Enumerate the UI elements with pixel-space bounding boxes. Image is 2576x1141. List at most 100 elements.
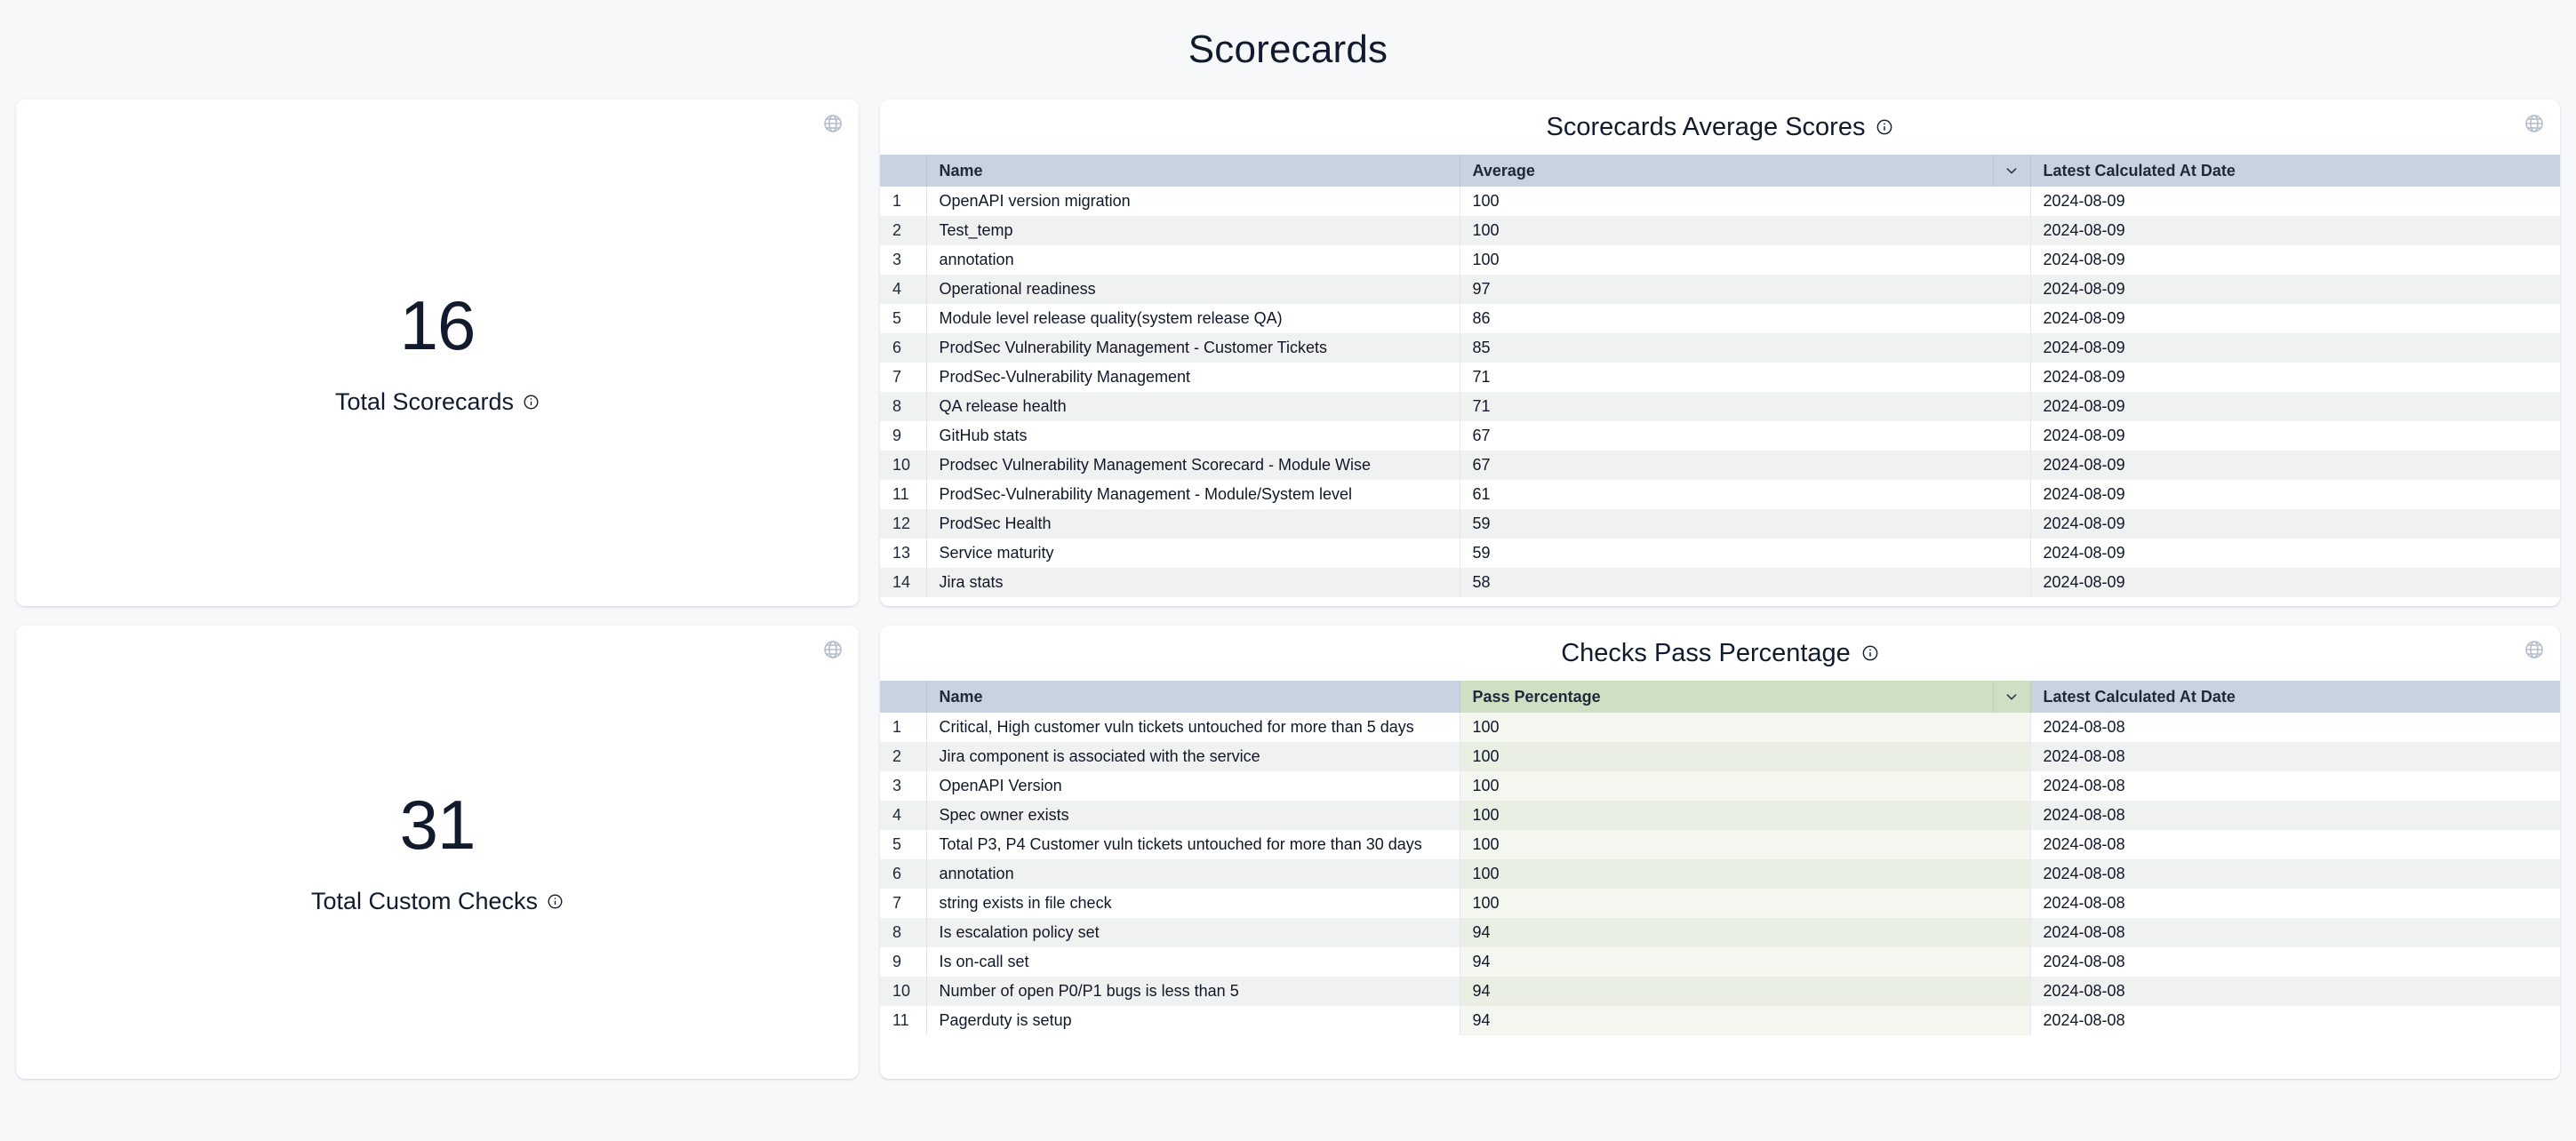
kpi-value: 16 xyxy=(399,285,476,364)
row-number: 8 xyxy=(880,918,927,947)
table-card-scorecards-average-scores: Scorecards Average Scores Name xyxy=(880,100,2560,606)
column-header-rownum xyxy=(880,155,927,187)
cell-value: 86 xyxy=(1459,304,1993,333)
sort-indicator-average[interactable] xyxy=(1993,155,2031,187)
table-row[interactable]: 4 Spec owner exists 100 2024-08-08 xyxy=(880,801,2560,830)
cell-name: Test_temp xyxy=(939,221,1013,239)
table-row[interactable]: 11 ProdSec-Vulnerability Management - Mod… xyxy=(880,480,2560,509)
column-header-name[interactable]: Name xyxy=(926,155,1460,187)
column-header-latest-calculated-at-date[interactable]: Latest Calculated At Date xyxy=(2030,681,2560,713)
table-head: Name Pass Percentage Latest Calculated A… xyxy=(880,681,2560,713)
cell-date: 2024-08-09 xyxy=(2029,304,2560,333)
row-number: 1 xyxy=(880,187,927,216)
cell-date: 2024-08-08 xyxy=(2029,977,2560,1006)
info-icon[interactable] xyxy=(523,394,540,411)
kpi-card-total-scorecards: 16 Total Scorecards xyxy=(16,100,859,606)
cell-date: 2024-08-08 xyxy=(2029,859,2560,889)
table-header-row: Name Pass Percentage Latest Calculated A… xyxy=(880,681,2560,713)
cell-value: 100 xyxy=(1459,771,1993,801)
cell-name: GitHub stats xyxy=(939,427,1028,444)
tables-column: Scorecards Average Scores Name xyxy=(880,100,2560,1079)
kpi-label-row: Total Custom Checks xyxy=(311,888,564,915)
cell-name: ProdSec-Vulnerability Management xyxy=(939,368,1190,386)
row-number: 10 xyxy=(880,977,927,1006)
table-row[interactable]: 2 Jira component is associated with the s… xyxy=(880,742,2560,771)
globe-icon[interactable] xyxy=(821,112,844,135)
globe-icon[interactable] xyxy=(2523,638,2546,661)
info-icon[interactable] xyxy=(1876,118,1893,136)
row-number: 11 xyxy=(880,480,927,509)
cell-date: 2024-08-08 xyxy=(2029,1006,2560,1035)
table-row[interactable]: 8 Is escalation policy set 94 2024-08-08 xyxy=(880,918,2560,947)
cell-date: 2024-08-09 xyxy=(2029,187,2560,216)
column-header-pass-percentage[interactable]: Pass Percentage xyxy=(1460,681,1994,713)
row-number: 4 xyxy=(880,801,927,830)
cell-name: annotation xyxy=(939,251,1014,268)
cell-value-spacer xyxy=(1993,187,2030,216)
cell-value-spacer xyxy=(1993,304,2030,333)
cell-date: 2024-08-08 xyxy=(2029,830,2560,859)
cell-date: 2024-08-08 xyxy=(2029,801,2560,830)
table-row[interactable]: 3 annotation 100 2024-08-09 xyxy=(880,245,2560,275)
cell-name: Module level release quality(system rele… xyxy=(939,309,1283,327)
cell-name: Is on-call set xyxy=(939,953,1029,970)
table-row[interactable]: 3 OpenAPI Version 100 2024-08-08 xyxy=(880,771,2560,801)
table-scroll-area[interactable]: Name Pass Percentage Latest Calculated A… xyxy=(880,681,2560,1079)
cell-name: Jira stats xyxy=(939,573,1004,591)
table-row[interactable]: 8 QA release health 71 2024-08-09 xyxy=(880,392,2560,421)
column-header-latest-calculated-at-date[interactable]: Latest Calculated At Date xyxy=(2030,155,2560,187)
table-row[interactable]: 13 Service maturity 59 2024-08-09 xyxy=(880,539,2560,568)
cell-value-spacer xyxy=(1993,480,2030,509)
info-icon[interactable] xyxy=(1861,644,1879,662)
table-row[interactable]: 2 Test_temp 100 2024-08-09 xyxy=(880,216,2560,245)
table-row[interactable]: 9 Is on-call set 94 2024-08-08 xyxy=(880,947,2560,977)
cell-value: 67 xyxy=(1459,451,1993,480)
table-row[interactable]: 4 Operational readiness 97 2024-08-09 xyxy=(880,275,2560,304)
table-row[interactable]: 9 GitHub stats 67 2024-08-09 xyxy=(880,421,2560,451)
table-row[interactable]: 14 Jira stats 58 2024-08-09 xyxy=(880,568,2560,597)
checks-pass-percentage-table: Name Pass Percentage Latest Calculated A… xyxy=(880,681,2560,1035)
cell-value: 58 xyxy=(1459,568,1993,597)
kpi-label: Total Custom Checks xyxy=(310,887,539,914)
table-row[interactable]: 11 Pagerduty is setup 94 2024-08-08 xyxy=(880,1006,2560,1035)
table-row[interactable]: 1 Critical, High customer vuln tickets un… xyxy=(880,713,2560,742)
cell-date: 2024-08-09 xyxy=(2029,421,2560,451)
cell-date: 2024-08-09 xyxy=(2029,275,2560,304)
table-row[interactable]: 10 Prodsec Vulnerability Management Score… xyxy=(880,451,2560,480)
cell-value: 100 xyxy=(1459,216,1993,245)
table-scroll-area[interactable]: Name Average Latest Calculated At Date 1… xyxy=(880,155,2560,606)
cell-value: 100 xyxy=(1459,859,1993,889)
info-icon[interactable] xyxy=(547,893,564,910)
cell-value-spacer xyxy=(1993,1006,2030,1035)
cell-date: 2024-08-08 xyxy=(2029,713,2560,742)
column-header-average[interactable]: Average xyxy=(1460,155,1994,187)
cell-date: 2024-08-09 xyxy=(2029,333,2560,363)
globe-icon[interactable] xyxy=(821,638,844,661)
cell-value: 71 xyxy=(1459,392,1993,421)
sort-indicator-pass-percentage[interactable] xyxy=(1993,681,2031,713)
cell-date: 2024-08-08 xyxy=(2029,742,2560,771)
cell-value: 100 xyxy=(1459,713,1993,742)
cell-date: 2024-08-08 xyxy=(2029,889,2560,918)
row-number: 6 xyxy=(880,859,927,889)
table-row[interactable]: 6 annotation 100 2024-08-08 xyxy=(880,859,2560,889)
cell-value-spacer xyxy=(1993,977,2030,1006)
column-header-name[interactable]: Name xyxy=(926,681,1460,713)
globe-icon[interactable] xyxy=(2523,112,2546,135)
cell-date: 2024-08-09 xyxy=(2029,451,2560,480)
column-header-rownum xyxy=(880,681,927,713)
cell-value: 100 xyxy=(1459,245,1993,275)
table-row[interactable]: 1 OpenAPI version migration 100 2024-08-09 xyxy=(880,187,2560,216)
cell-value-spacer xyxy=(1993,216,2030,245)
table-row[interactable]: 6 ProdSec Vulnerability Management - Cust… xyxy=(880,333,2560,363)
table-row[interactable]: 5 Total P3, P4 Customer vuln tickets unto… xyxy=(880,830,2560,859)
table-row[interactable]: 7 string exists in file check 100 2024-08-0… xyxy=(880,889,2560,918)
chevron-down-icon xyxy=(2006,168,2017,174)
row-number: 14 xyxy=(880,568,927,597)
table-row[interactable]: 12 ProdSec Health 59 2024-08-09 xyxy=(880,509,2560,539)
table-row[interactable]: 5 Module level release quality(system rel… xyxy=(880,304,2560,333)
table-row[interactable]: 7 ProdSec-Vulnerability Management 71 2024-… xyxy=(880,363,2560,392)
cell-name: Spec owner exists xyxy=(939,806,1069,824)
cell-value-spacer xyxy=(1993,947,2030,977)
table-row[interactable]: 10 Number of open P0/P1 bugs is less than… xyxy=(880,977,2560,1006)
